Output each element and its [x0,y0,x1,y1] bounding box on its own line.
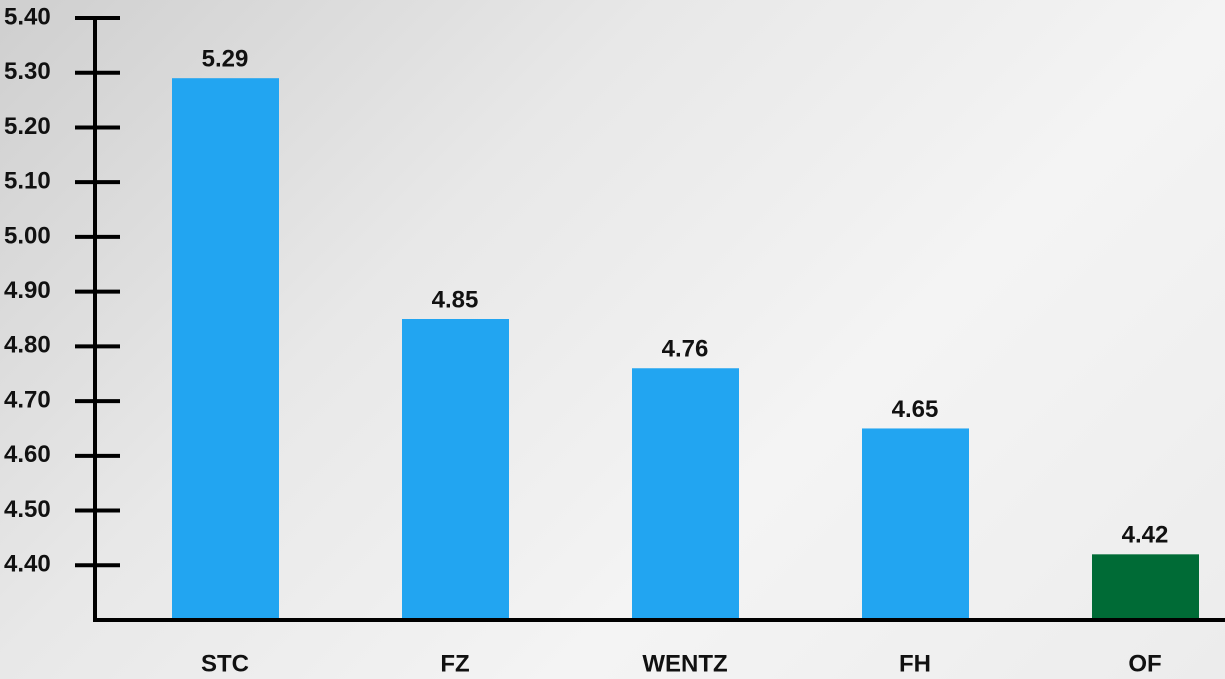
y-tick-label: 4.80 [4,332,51,359]
x-tick-label: FH [899,650,931,677]
y-tick-label: 5.30 [4,58,51,85]
value-label: 5.29 [202,46,249,73]
bar [1092,554,1199,618]
y-tick-label: 4.60 [4,441,51,468]
y-tick-label: 5.10 [4,168,51,195]
y-tick-label: 4.40 [4,551,51,578]
page: 4.40 4.50 4.60 4.70 4.80 4.90 5.00 5.10 5.20 5.30… [0,0,1225,679]
x-tick-label: FZ [440,650,469,677]
bar [862,428,969,618]
chart: 4.40 4.50 4.60 4.70 4.80 4.90 5.00 5.10 5.20 5.30… [0,0,1225,679]
value-label: 4.85 [432,286,479,313]
y-tick-label: 4.50 [4,496,51,523]
x-tick-label: WENTZ [642,650,727,677]
y-tick-label: 5.20 [4,113,51,140]
y-tick-label: 5.00 [4,222,51,249]
bar [402,319,509,618]
x-tick-label: STC [201,650,249,677]
y-tick-label: 4.70 [4,386,51,413]
y-tick-label: 4.90 [4,277,51,304]
value-label: 4.42 [1122,522,1169,549]
y-tick-label: 5.40 [4,3,51,30]
value-label: 4.76 [662,336,709,363]
value-label: 4.65 [892,396,939,423]
bar [172,78,279,618]
x-tick-label: OF [1128,650,1161,677]
bar [632,368,739,618]
